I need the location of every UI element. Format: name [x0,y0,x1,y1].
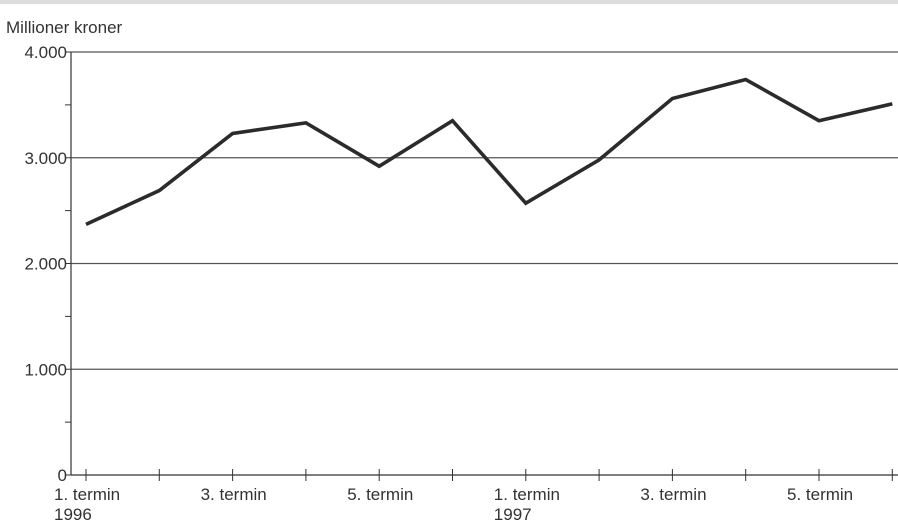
y-tick-label-3: 3.000 [24,149,67,168]
x-tick-label-0: 1. termin [54,485,120,504]
x-tick-label-4: 3. termin [640,485,706,504]
y-tick-label-1: 1.000 [24,360,67,379]
top-border [0,0,898,4]
x-tick-year-0: 1996 [54,505,92,524]
y-tick-label-0: 0 [58,466,67,485]
y-tick-label-2: 2.000 [24,255,67,274]
x-tick-label-3: 1. termin [494,485,560,504]
gridlines [71,51,898,370]
axes [65,51,898,481]
y-axis-unit-label: Millioner kroner [6,18,123,37]
y-tick-label-4: 4.000 [24,43,67,62]
x-tick-label-2: 5. termin [347,485,413,504]
x-tick-label-5: 5. termin [787,485,853,504]
series [85,77,893,227]
x-tick-year-3: 1997 [494,505,532,524]
series-line-0 [85,77,893,227]
x-tick-label-1: 3. termin [201,485,267,504]
